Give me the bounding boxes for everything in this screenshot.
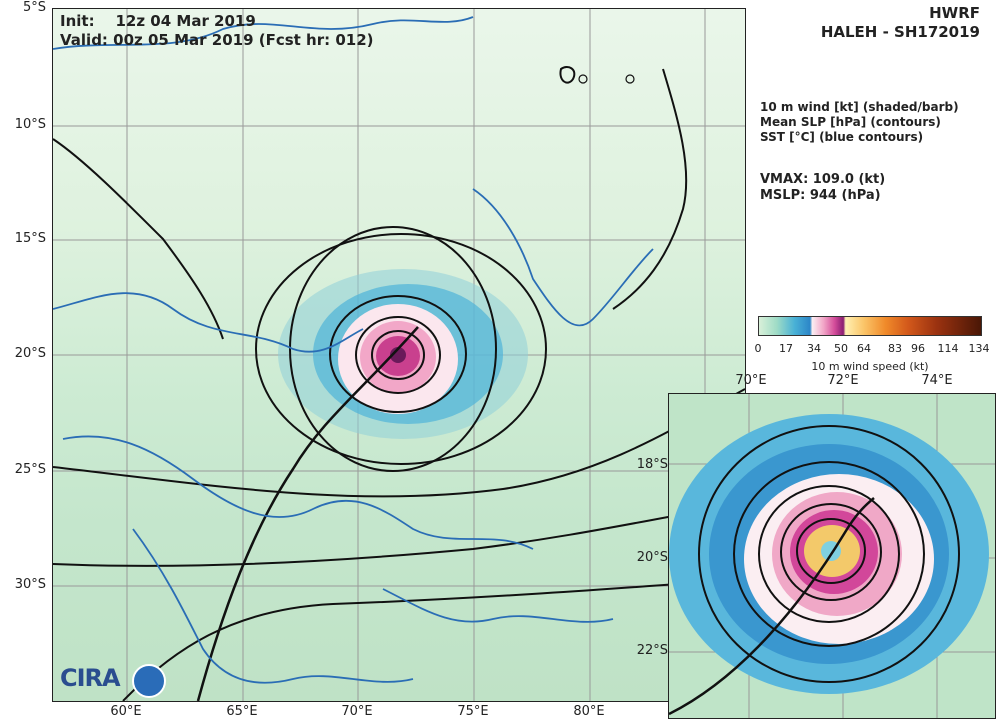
wind-colorbar [758, 316, 982, 336]
model-name: HWRF [929, 4, 980, 22]
lat-label-15s: 15°S [14, 231, 46, 246]
inset-lat-22s: 22°S [636, 643, 668, 658]
logo-badge-icon [132, 664, 166, 698]
storm-name: HALEH - SH172019 [820, 23, 980, 41]
field-legend: 10 m wind [kt] (shaded/barb) Mean SLP [h… [760, 100, 959, 145]
legend-wind: 10 m wind [kt] (shaded/barb) [760, 100, 959, 114]
colorbar-tick: 0 [754, 342, 762, 355]
inset-lat-18s: 18°S [636, 457, 668, 472]
cira-logo: CIRA [60, 664, 170, 698]
colorbar-label: 10 m wind speed (kt) [811, 360, 929, 373]
lon-label-75e: 75°E [457, 704, 489, 719]
init-label: Init: [60, 12, 95, 30]
storm-title: HWRF HALEH - SH172019 [821, 4, 980, 42]
lon-label-65e: 65°E [226, 704, 258, 719]
colorbar-tick: 134 [968, 342, 990, 355]
lat-label-10s: 10°S [14, 117, 46, 132]
colorbar-tick: 96 [911, 342, 925, 355]
legend-slp: Mean SLP [hPa] (contours) [760, 115, 941, 129]
colorbar-tick: 114 [937, 342, 959, 355]
lon-label-70e: 70°E [341, 704, 373, 719]
inset-lon-72e: 72°E [827, 373, 859, 388]
main-map-graphics [53, 9, 745, 701]
lat-label-20s: 20°S [14, 346, 46, 361]
colorbar-tick: 64 [857, 342, 871, 355]
inset-graphics [669, 394, 995, 718]
inset-lon-74e: 74°E [921, 373, 953, 388]
lon-label-60e: 60°E [110, 704, 142, 719]
logo-text: CIRA [60, 664, 121, 692]
lat-label-25s: 25°S [14, 462, 46, 477]
main-map [52, 8, 746, 702]
mslp-value: MSLP: 944 (hPa) [760, 188, 881, 203]
lat-label-30s: 30°S [14, 577, 46, 592]
vmax-value: VMAX: 109.0 (kt) [760, 172, 886, 187]
forecast-info: Init: 12z 04 Mar 2019 Valid: 00z 05 Mar … [60, 12, 374, 50]
valid-value: 00z 05 Mar 2019 (Fcst hr: 012) [113, 31, 374, 49]
lat-label-5s: 5°S [22, 0, 46, 15]
valid-label: Valid: [60, 31, 108, 49]
inset-lon-70e: 70°E [735, 373, 767, 388]
colorbar-tick: 83 [888, 342, 902, 355]
colorbar-tick: 50 [834, 342, 848, 355]
lon-label-80e: 80°E [573, 704, 605, 719]
storm-inset-map [668, 393, 996, 719]
inset-lat-20s: 20°S [636, 550, 668, 565]
init-value: 12z 04 Mar 2019 [115, 12, 256, 30]
legend-sst: SST [°C] (blue contours) [760, 130, 924, 144]
storm-stats: VMAX: 109.0 (kt) MSLP: 944 (hPa) [760, 172, 885, 204]
colorbar-tick: 34 [807, 342, 821, 355]
colorbar-tick: 17 [779, 342, 793, 355]
